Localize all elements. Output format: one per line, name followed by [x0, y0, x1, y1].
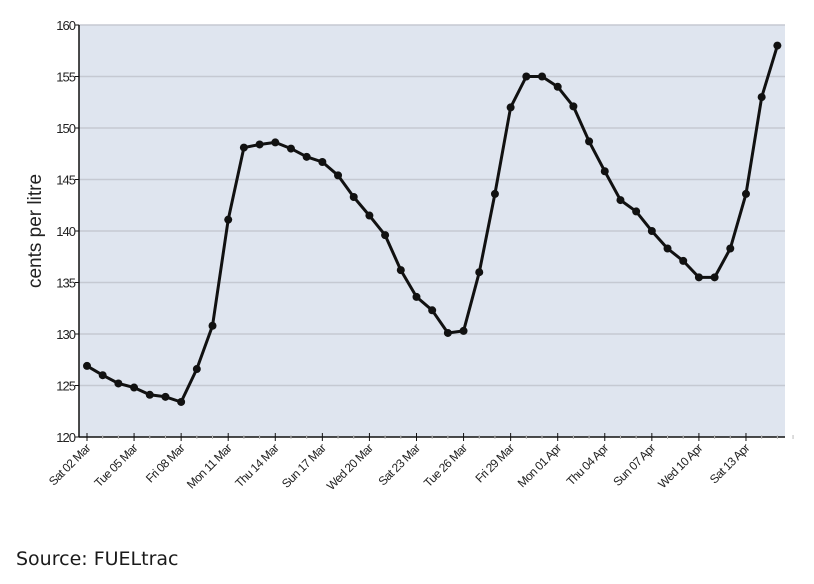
data-point [349, 193, 358, 202]
x-tick-label: Sat 13 Apr [707, 441, 753, 487]
y-tick-label: 120 [56, 430, 75, 445]
y-tick-label: 125 [56, 379, 75, 394]
data-point [600, 167, 609, 176]
data-point [318, 157, 327, 166]
x-tick-label: Thu 04 Apr [564, 441, 612, 489]
y-tick-label: 155 [56, 70, 75, 85]
y-tick-label: 145 [56, 173, 75, 188]
data-point [428, 306, 437, 315]
data-point [741, 189, 750, 198]
data-point [177, 397, 186, 406]
data-point [396, 266, 405, 275]
data-point [506, 103, 515, 112]
data-point [302, 152, 311, 161]
data-point [192, 365, 201, 374]
data-point [475, 268, 484, 277]
data-point [443, 328, 452, 337]
gridlines [79, 24, 785, 387]
data-point [569, 102, 578, 111]
data-point [208, 321, 217, 330]
data-point [694, 273, 703, 282]
data-point [381, 231, 390, 240]
data-point [710, 273, 719, 282]
y-tick-label: 135 [56, 276, 75, 291]
x-tick-label: Fri 29 Mar [472, 441, 517, 486]
data-point [726, 244, 735, 253]
data-point [83, 361, 91, 370]
data-point [757, 93, 766, 102]
x-tick-label: Sat 02 Mar [46, 441, 94, 489]
data-point [224, 215, 233, 224]
data-point [161, 392, 170, 401]
x-tick-label: Tue 26 Mar [421, 441, 470, 490]
x-tick-label: Mon 01 Apr [515, 441, 564, 490]
x-tick-label: Thu 14 Mar [232, 441, 281, 490]
x-tick-label: Tue 05 Mar [91, 441, 140, 490]
data-point [114, 379, 123, 388]
y-tick-label: 130 [56, 327, 75, 342]
data-point [255, 140, 264, 149]
x-tick-label: Mon 11 Mar [184, 441, 235, 492]
data-point [647, 227, 656, 235]
data-point [553, 82, 562, 91]
x-tick-label: Sun 17 Mar [279, 441, 329, 491]
data-point [412, 292, 421, 301]
data-point [522, 72, 531, 81]
y-tick-label: 140 [56, 224, 75, 239]
y-tick-label: 150 [56, 121, 75, 136]
data-point [679, 256, 688, 265]
y-tick-label: 160 [56, 18, 75, 33]
x-tick-label: Sun 07 Apr [610, 441, 658, 489]
data-point [538, 72, 547, 81]
data-point [145, 390, 154, 399]
x-tick-label: Fri 08 Mar [143, 441, 188, 486]
data-point [130, 383, 139, 392]
x-tick-label: Wed 20 Mar [324, 441, 376, 493]
y-axis-label: cents per litre [25, 174, 46, 288]
data-point [663, 244, 672, 253]
data-point [616, 196, 625, 205]
data-point [286, 144, 295, 153]
data-point [632, 207, 641, 216]
data-point [490, 189, 499, 198]
x-tick-label: Sat 23 Mar [375, 441, 423, 489]
y-axis: 120 125 130 135 140 145 150 155 160 [56, 18, 80, 445]
data-point [271, 138, 280, 147]
data-point [334, 171, 343, 180]
data-point [585, 137, 594, 146]
data-point [459, 326, 468, 335]
x-tick-label: Wed 10 Apr [655, 441, 705, 491]
source-caption: Source: FUELtrac [16, 548, 179, 570]
data-point [773, 41, 782, 50]
data-point [365, 211, 374, 220]
data-series [83, 41, 782, 406]
data-point [239, 143, 248, 152]
data-point [98, 371, 107, 380]
